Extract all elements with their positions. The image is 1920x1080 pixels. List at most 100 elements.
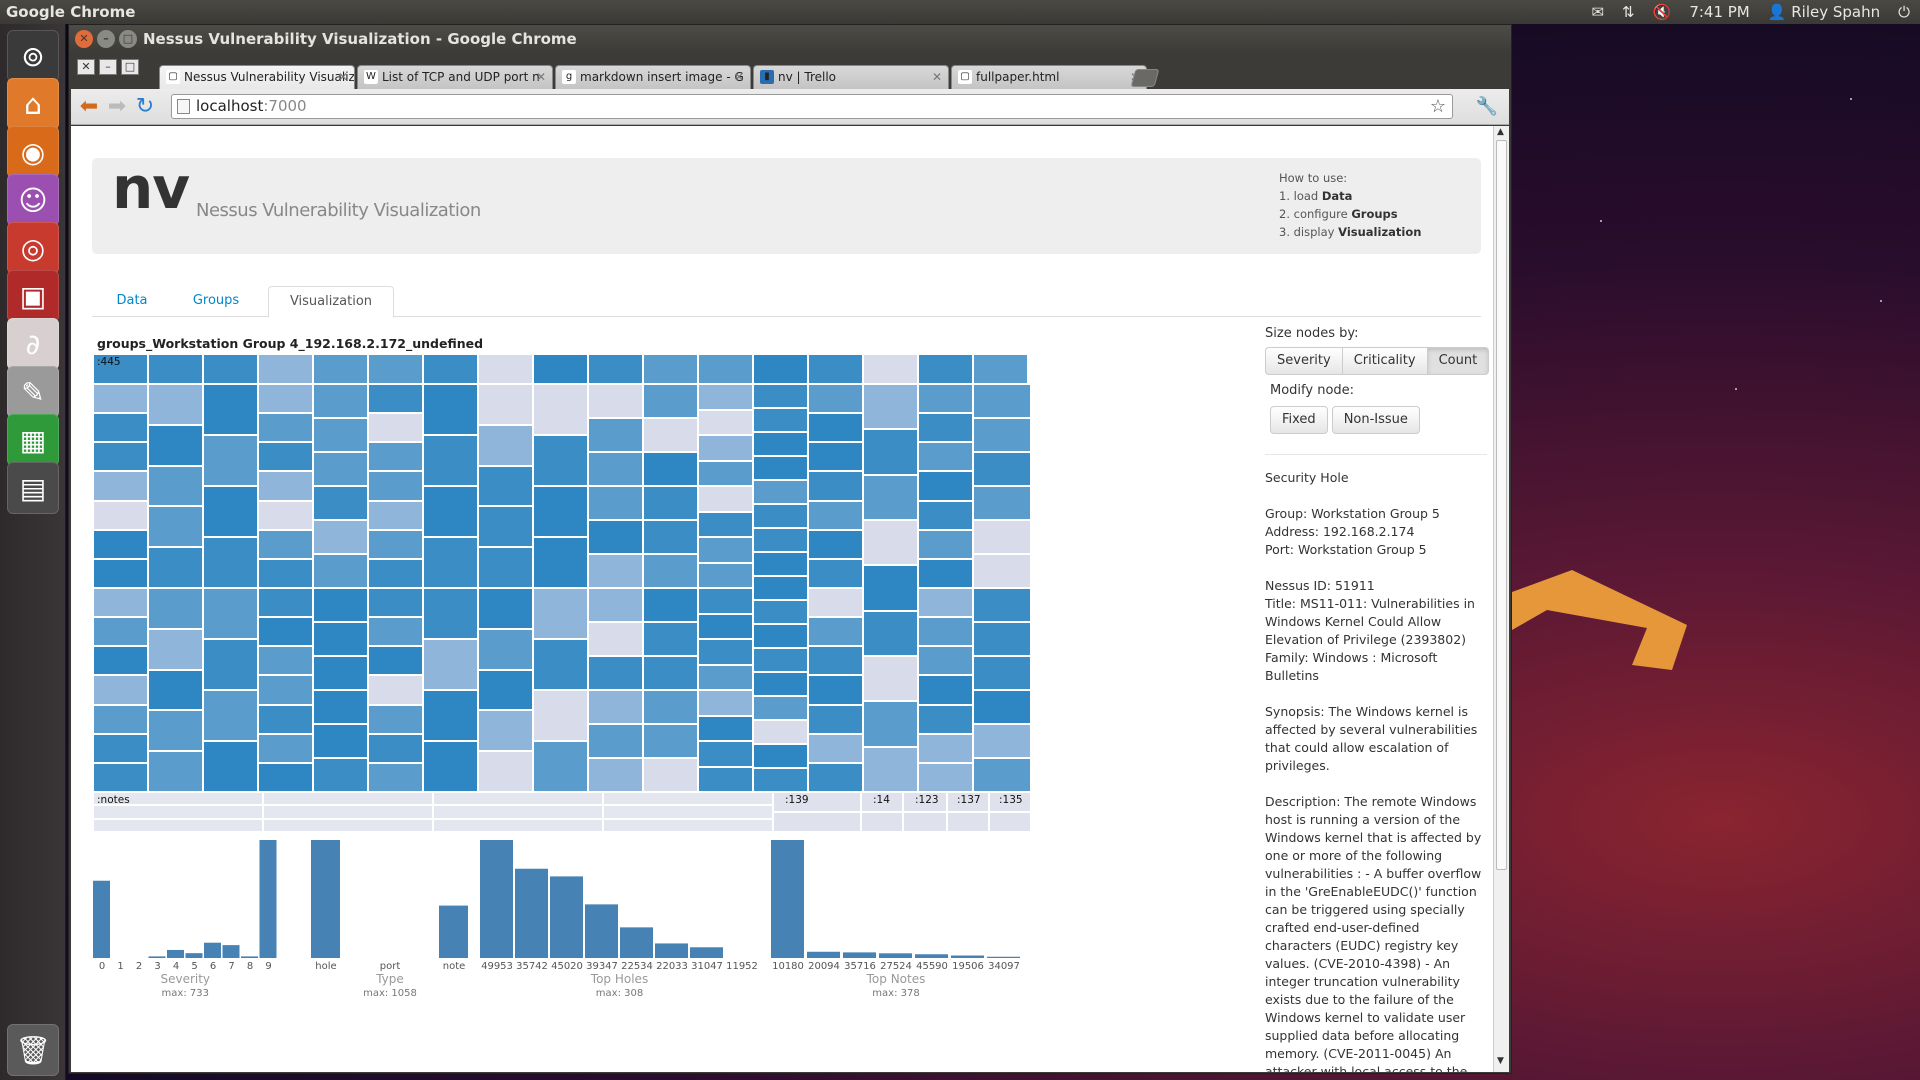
treemap-node[interactable]	[643, 554, 698, 588]
forward-arrow-icon[interactable]: ➡	[107, 94, 127, 119]
power-icon[interactable]: ⏻	[1898, 3, 1910, 21]
treemap-node[interactable]	[368, 617, 423, 647]
treemap-node[interactable]	[918, 588, 973, 618]
treemap-node[interactable]	[808, 588, 863, 618]
treemap-node[interactable]	[433, 818, 603, 832]
histogram-bar[interactable]	[222, 945, 240, 958]
treemap-node[interactable]	[643, 622, 698, 656]
treemap-node[interactable]	[588, 758, 643, 792]
treemap-node[interactable]	[258, 413, 313, 443]
treemap-node[interactable]	[93, 675, 148, 705]
treemap-node[interactable]	[588, 520, 643, 554]
treemap-node[interactable]	[753, 648, 808, 672]
treemap-node[interactable]	[478, 506, 533, 548]
treemap-node[interactable]	[93, 384, 148, 414]
treemap-node[interactable]	[533, 435, 588, 486]
size-severity-button[interactable]: Severity	[1265, 347, 1342, 375]
histogram-bar[interactable]	[167, 949, 184, 958]
address-bar[interactable]: localhost:7000 ☆	[171, 94, 1453, 119]
treemap-node[interactable]	[368, 500, 423, 530]
treemap-node[interactable]	[698, 511, 753, 537]
treemap-node[interactable]	[93, 733, 148, 763]
treemap-node[interactable]	[263, 818, 433, 832]
treemap-node[interactable]	[258, 354, 313, 384]
treemap-node[interactable]	[808, 384, 863, 414]
treemap-node[interactable]	[863, 354, 918, 384]
treemap-node[interactable]	[203, 537, 258, 588]
treemap-node[interactable]	[808, 558, 863, 588]
treemap-node[interactable]	[643, 384, 698, 418]
histogram-bar[interactable]	[480, 840, 513, 958]
treemap-node[interactable]	[313, 384, 368, 418]
treemap-node[interactable]	[313, 486, 368, 520]
treemap-node[interactable]	[478, 465, 533, 507]
treemap-node[interactable]	[643, 724, 698, 758]
treemap-node[interactable]	[533, 537, 588, 588]
chrome-icon[interactable]: ◎	[7, 222, 59, 274]
treemap-node[interactable]	[313, 622, 368, 656]
treemap-node[interactable]	[588, 588, 643, 622]
treemap-node[interactable]	[973, 418, 1031, 452]
histogram-bar[interactable]	[259, 840, 277, 958]
minimize-button[interactable]: –	[99, 59, 117, 75]
treemap-node[interactable]	[588, 418, 643, 452]
treemap-node[interactable]	[258, 471, 313, 501]
treemap-node[interactable]	[588, 690, 643, 724]
treemap-node[interactable]	[973, 452, 1031, 486]
treemap-node[interactable]	[918, 704, 973, 734]
treemap-node[interactable]	[808, 354, 863, 384]
histogram-bar[interactable]	[951, 955, 984, 958]
treemap-node[interactable]	[423, 486, 478, 537]
bookmark-star-icon[interactable]: ☆	[1429, 96, 1446, 117]
treemap-node[interactable]	[533, 588, 588, 639]
treemap-node[interactable]	[753, 720, 808, 744]
treemap-node[interactable]	[808, 733, 863, 763]
treemap-node[interactable]	[263, 805, 433, 819]
treemap-node[interactable]	[861, 812, 903, 832]
treemap-node[interactable]	[313, 418, 368, 452]
treemap-node[interactable]	[478, 547, 533, 588]
histogram-bar[interactable]	[843, 952, 876, 958]
treemap-node[interactable]	[313, 588, 368, 622]
treemap-node[interactable]	[918, 646, 973, 676]
treemap-node[interactable]	[643, 486, 698, 520]
treemap-node[interactable]	[753, 672, 808, 696]
treemap-node[interactable]	[973, 622, 1031, 656]
treemap-node[interactable]	[93, 354, 148, 384]
histogram-bar[interactable]	[515, 868, 548, 958]
treemap-node[interactable]	[808, 471, 863, 501]
treemap-node[interactable]	[643, 452, 698, 486]
treemap-node[interactable]	[478, 751, 533, 792]
tab-visualization[interactable]: Visualization	[268, 286, 394, 318]
treemap-node[interactable]	[698, 766, 753, 792]
treemap-node[interactable]	[808, 617, 863, 647]
treemap-node[interactable]	[93, 792, 263, 806]
text-editor-icon[interactable]: ✎	[7, 366, 59, 418]
page-scrollbar[interactable]: ▲ ▼	[1493, 126, 1509, 1072]
trash-icon[interactable]: 🗑	[7, 1024, 59, 1076]
treemap-node[interactable]	[423, 588, 478, 639]
treemap-node[interactable]	[863, 656, 918, 702]
treemap-node[interactable]	[93, 442, 148, 472]
treemap-node[interactable]	[433, 792, 603, 806]
treemap-node[interactable]	[478, 710, 533, 752]
treemap-node[interactable]	[423, 384, 478, 435]
volume-muted-icon[interactable]: 🔇	[1652, 3, 1672, 21]
browser-tab[interactable]: ▮ nv | Trello ✕	[753, 65, 949, 89]
treemap-node[interactable]	[313, 354, 368, 384]
treemap-node[interactable]	[93, 558, 148, 588]
treemap-node[interactable]	[93, 805, 263, 819]
treemap-node[interactable]	[148, 588, 203, 629]
histogram-bar[interactable]	[879, 953, 912, 958]
treemap-node[interactable]	[93, 704, 148, 734]
treemap-node[interactable]	[918, 558, 973, 588]
treemap-node[interactable]	[93, 500, 148, 530]
treemap-node[interactable]	[368, 471, 423, 501]
treemap-node[interactable]	[203, 690, 258, 741]
treemap-node[interactable]	[973, 354, 1028, 384]
treemap-node[interactable]	[698, 354, 753, 384]
home-folder-icon[interactable]: ⌂	[7, 78, 59, 130]
treemap-node[interactable]	[753, 768, 808, 792]
treemap-node[interactable]	[148, 506, 203, 548]
treemap-node[interactable]	[203, 741, 258, 792]
